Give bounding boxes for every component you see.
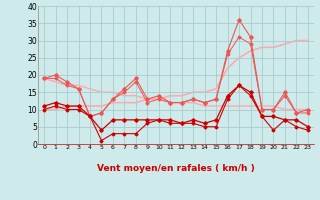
X-axis label: Vent moyen/en rafales ( km/h ): Vent moyen/en rafales ( km/h ): [97, 164, 255, 173]
